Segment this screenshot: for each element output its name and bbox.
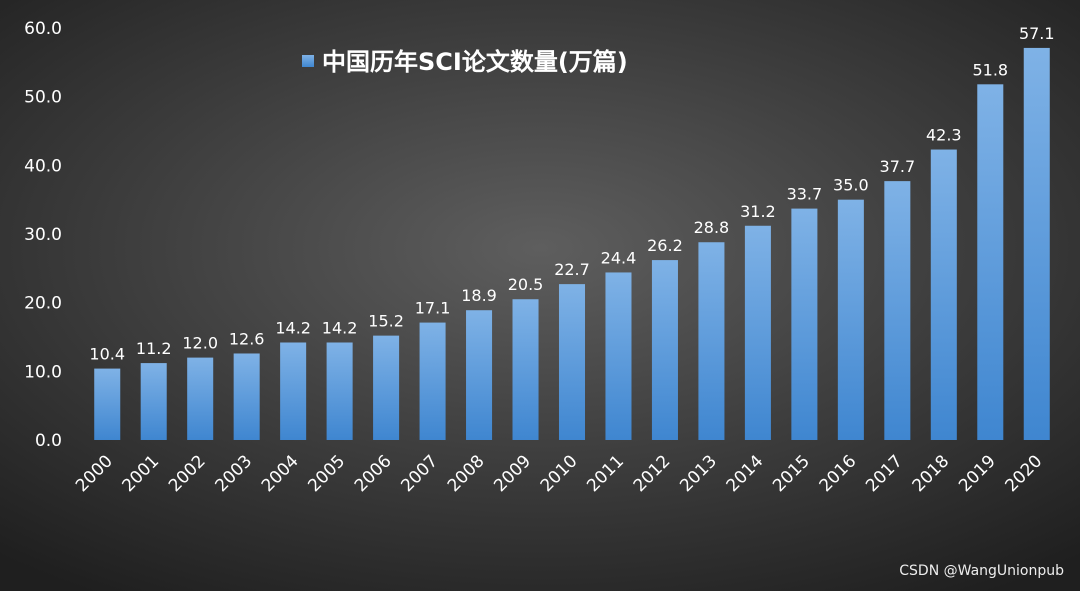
x-tick-label: 2006 — [351, 451, 396, 496]
bar — [1023, 47, 1050, 441]
bar — [651, 260, 678, 440]
y-tick-label: 60.0 — [24, 19, 62, 39]
y-tick-label: 30.0 — [24, 225, 62, 245]
bar — [140, 363, 167, 440]
y-tick-label: 50.0 — [24, 88, 62, 108]
legend-label: 中国历年SCI论文数量(万篇) — [322, 48, 628, 76]
x-tick-label: 2014 — [723, 451, 768, 496]
x-tick-label: 2002 — [165, 451, 210, 496]
y-tick-label: 20.0 — [24, 294, 62, 314]
x-tick-label: 2016 — [816, 451, 861, 496]
x-tick-label: 2003 — [211, 451, 256, 496]
bar — [884, 181, 911, 441]
bars-group — [94, 47, 1050, 441]
bar — [280, 342, 307, 440]
bar — [233, 353, 260, 440]
bar — [326, 342, 353, 440]
bar — [373, 335, 400, 440]
data-label: 14.2 — [322, 318, 358, 337]
x-tick-label: 2004 — [258, 451, 303, 496]
x-tick-label: 2019 — [955, 451, 1000, 496]
x-tick-label: 2007 — [397, 451, 442, 496]
data-label: 35.0 — [833, 176, 869, 195]
legend: 中国历年SCI论文数量(万篇) — [302, 48, 628, 76]
x-tick-label: 2008 — [444, 451, 489, 496]
x-tick-label: 2001 — [119, 451, 164, 496]
bar — [977, 84, 1004, 440]
data-label: 24.4 — [601, 248, 637, 267]
bar — [94, 368, 121, 440]
bar — [698, 242, 725, 440]
x-tick-label: 2011 — [583, 451, 628, 496]
data-labels-group: 10.4 11.2 12.0 12.6 14.2 14.2 15.2 17.1 18.9 20.5… — [89, 24, 1054, 364]
data-label: 22.7 — [554, 260, 590, 279]
bar — [466, 310, 493, 440]
legend-swatch — [302, 55, 314, 67]
data-label: 28.8 — [694, 218, 730, 237]
x-tick-label: 2020 — [1002, 451, 1047, 496]
x-tick-label: 2000 — [72, 451, 117, 496]
watermark: CSDN @WangUnionpub — [899, 563, 1064, 579]
bar — [419, 322, 446, 440]
data-label: 18.9 — [461, 286, 497, 305]
x-tick-label: 2017 — [862, 451, 907, 496]
x-tick-label: 2010 — [537, 451, 582, 496]
bar — [837, 199, 864, 440]
data-label: 12.0 — [182, 334, 218, 353]
x-tick-label: 2009 — [490, 451, 535, 496]
y-tick-label: 10.0 — [24, 362, 62, 382]
y-axis: 0.0 10.0 20.0 30.0 40.0 50.0 60.0 — [24, 19, 62, 451]
data-label: 37.7 — [880, 157, 916, 176]
data-label: 33.7 — [787, 185, 823, 204]
bar — [512, 299, 539, 440]
data-label: 15.2 — [368, 312, 404, 331]
x-tick-label: 2015 — [769, 451, 814, 496]
x-tick-label: 2005 — [304, 451, 349, 496]
bar — [791, 208, 818, 440]
bar — [558, 284, 586, 440]
bar — [744, 225, 771, 440]
data-label: 42.3 — [926, 126, 962, 145]
data-label: 51.8 — [972, 60, 1008, 79]
data-label: 14.2 — [275, 318, 311, 337]
data-label: 20.5 — [508, 275, 544, 294]
x-tick-label: 2018 — [909, 451, 954, 496]
bar — [187, 357, 214, 440]
x-axis: 2000 2001 2002 2003 2004 2005 2006 2007 2008 2009… — [72, 451, 1046, 496]
data-label: 17.1 — [415, 299, 451, 318]
data-label: 12.6 — [229, 329, 265, 348]
data-label: 10.4 — [89, 345, 125, 364]
x-tick-label: 2012 — [630, 451, 675, 496]
data-label: 31.2 — [740, 202, 776, 221]
y-tick-label: 0.0 — [35, 431, 62, 451]
data-label: 11.2 — [136, 339, 172, 358]
data-label: 26.2 — [647, 236, 683, 255]
y-tick-label: 40.0 — [24, 156, 62, 176]
data-label: 57.1 — [1019, 24, 1055, 43]
bar — [605, 272, 632, 440]
x-tick-label: 2013 — [676, 451, 721, 496]
bar — [930, 149, 957, 441]
